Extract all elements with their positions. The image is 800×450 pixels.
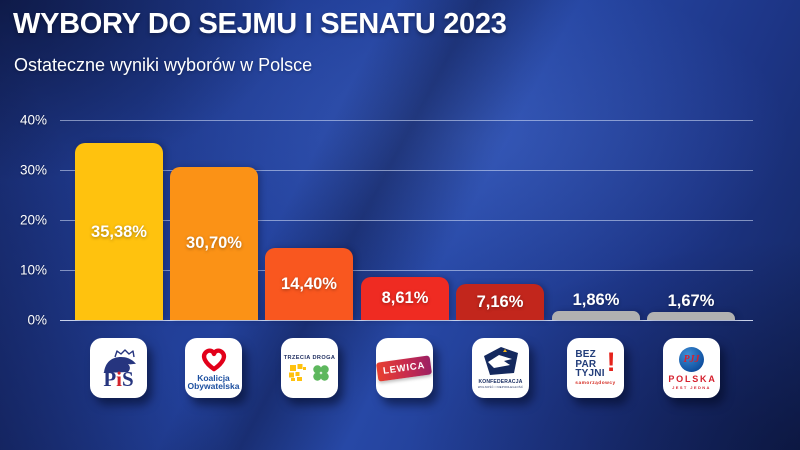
konfederacja-subtitle: WOLNOŚĆ I NIEPODLEGŁOŚĆ [477,385,524,389]
bar-rect [75,143,163,320]
bar-trzecia-droga: 14,40% [265,120,353,320]
bar-value-label: 14,40% [281,275,337,293]
gridline-30 [60,170,753,171]
y-tick-10: 10% [19,262,47,278]
gridline-20 [60,220,753,221]
party-logo-ko: Koalicja Obywatelska [185,338,242,398]
pis-wordmark: PiS [103,366,134,391]
bar-value-label: 7,16% [476,293,524,312]
lewica-wordmark: LEWICA [376,354,433,382]
bar-pis: 35,38% [75,120,163,320]
bar-rect [170,166,258,320]
page-subtitle: Ostateczne wyniki wyborów w Polsce [14,55,313,75]
pis-eagle-crown-icon [103,348,136,373]
polska2050-mosaic-icon [289,364,306,381]
bar-bezpartyjni: 1,86% [552,120,640,320]
bar-value-label: 1,86% [572,290,620,309]
bar-rect [456,284,544,320]
psl-clover-icon [313,364,329,381]
x-axis-baseline [60,320,753,321]
bar-chart: 40% 30% 20% 10% 0% 35,38% 30,70% 14,40% … [0,113,800,328]
party-logo-lewica: LEWICA [376,338,433,398]
bar-value-label: 1,67% [667,291,715,310]
bar-value-label: 30,70% [186,234,242,253]
bar-polska-jest-jedna: 1,67% [647,120,735,320]
y-tick-20: 20% [19,212,47,228]
pjj-script-mark: PJJ [683,353,700,365]
y-tick-30: 30% [19,162,47,178]
y-tick-0: 0% [27,312,47,328]
header: WYBORY DO SEJMU I SENATU 2023 Ostateczne… [13,8,507,76]
pjj-subtitle: JEST JEDNA [672,384,711,390]
page-title: WYBORY DO SEJMU I SENATU 2023 [13,8,507,40]
bar-rect [552,310,640,320]
bar-value-label: 35,38% [91,222,147,241]
bar-value-label: 8,61% [381,289,429,308]
globe-icon: PJJ [679,346,704,372]
exclamation-icon: ! [606,347,616,378]
bezpartyjni-subtitle: samorządowcy [575,380,616,386]
td-wordmark: TRZECIA DROGA [283,354,336,361]
bar-koalicja-obywatelska: 30,70% [170,120,258,320]
party-logo-trzecia-droga: TRZECIA DROGA [281,338,338,398]
bar-rect [647,311,735,320]
bezpartyjni-wordmark: BEZ PAR TYJNI [575,349,605,380]
bar-konfederacja: 7,16% [456,120,544,320]
pjj-wordmark: POLSKA [668,373,717,384]
y-tick-40: 40% [19,112,47,128]
party-logo-pis: PiS [90,338,147,398]
ko-heart-icon [201,347,226,371]
gridline-10 [60,270,753,271]
bar-rect [265,248,353,320]
ko-wordmark: Koalicja Obywatelska [187,372,240,391]
bar-lewica: 8,61% [361,120,449,320]
konfederacja-eagle-icon [483,347,518,375]
party-logo-konfederacja: KONFEDERACJA WOLNOŚĆ I NIEPODLEGŁOŚĆ [472,338,529,398]
party-logo-polska-jest-jedna: PJJ POLSKA JEST JEDNA [663,338,720,398]
konfederacja-wordmark: KONFEDERACJA [478,379,523,385]
bar-rect [361,276,449,320]
gridline-40 [60,120,753,121]
party-logo-bezpartyjni: BEZ PAR TYJNI ! samorządowcy [567,338,624,398]
